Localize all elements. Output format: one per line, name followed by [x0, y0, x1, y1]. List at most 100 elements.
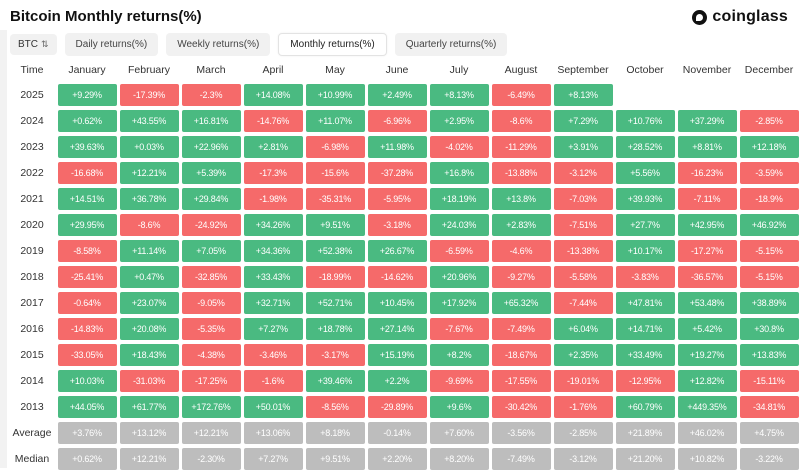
table-row-median: Median +0.62% +12.21% -2.30% +7.27% +9.51% +2.… [8, 446, 800, 472]
return-cell: +47.81% [615, 292, 675, 314]
return-cell: -17.27% [677, 240, 737, 262]
tab-quarterly[interactable]: Quarterly returns(%) [394, 33, 508, 56]
return-cell: +9.51% [305, 448, 365, 470]
return-cell: +21.20% [615, 448, 675, 470]
return-cell: +449.35% [677, 396, 737, 418]
return-cell: -17.3% [243, 162, 303, 184]
return-cell: +3.91% [553, 136, 613, 158]
return-cell: -9.27% [491, 266, 551, 288]
return-cell: -37.28% [367, 162, 427, 184]
row-label: 2015 [20, 349, 44, 361]
return-cell: +6.04% [553, 318, 613, 340]
return-cell: +8.13% [553, 84, 613, 106]
return-cell: -4.6% [491, 240, 551, 262]
return-cell: -0.64% [57, 292, 117, 314]
return-cell: +65.32% [491, 292, 551, 314]
return-cell: -31.03% [119, 370, 179, 392]
table-row-2015: 2015 -33.05% +18.43% -4.38% -3.46% -3.17% +15.… [8, 342, 800, 368]
return-cell: +10.82% [677, 448, 737, 470]
return-cell: -15.6% [305, 162, 365, 184]
return-cell: -17.55% [491, 370, 551, 392]
return-cell: -11.29% [491, 136, 551, 158]
return-cell: -6.98% [305, 136, 365, 158]
return-cell: +8.2% [429, 344, 489, 366]
return-cell: -6.96% [367, 110, 427, 132]
coin-selector-button[interactable]: BTC ⇅ [10, 34, 57, 55]
table-header-row: Time January February March April May June July… [8, 58, 800, 82]
return-cell: +52.71% [305, 292, 365, 314]
table-row-2017: 2017 -0.64% +23.07% -9.05% +32.71% +52.71% +10… [8, 290, 800, 316]
return-cell: -7.11% [677, 188, 737, 210]
return-cell: +19.27% [677, 344, 737, 366]
return-cell: -7.44% [553, 292, 613, 314]
row-label: Median [14, 453, 50, 465]
table-row-2020: 2020 +29.95% -8.6% -24.92% +34.26% +9.51% -3.1… [8, 212, 800, 238]
return-cell: -13.38% [553, 240, 613, 262]
return-cell: +34.36% [243, 240, 303, 262]
return-cell: -3.56% [491, 422, 551, 444]
return-cell: +33.49% [615, 344, 675, 366]
row-label: 2024 [20, 115, 44, 127]
return-cell: -8.58% [57, 240, 117, 262]
row-label: 2020 [20, 219, 44, 231]
return-cell: +38.89% [739, 292, 799, 314]
return-cell: +13.83% [739, 344, 799, 366]
return-cell: +39.63% [57, 136, 117, 158]
page-header: Bitcoin Monthly returns(%) coinglass [0, 0, 800, 26]
return-cell: +0.47% [119, 266, 179, 288]
return-cell: -18.99% [305, 266, 365, 288]
return-cell: -12.95% [615, 370, 675, 392]
page-left-gutter [0, 30, 7, 468]
return-cell: +2.49% [367, 84, 427, 106]
return-cell: +15.19% [367, 344, 427, 366]
return-cell: -3.59% [739, 162, 799, 184]
return-cell: -8.6% [491, 110, 551, 132]
return-cell: +33.43% [243, 266, 303, 288]
column-header-month: March [196, 64, 226, 76]
table-row-2014: 2014 +10.03% -31.03% -17.25% -1.6% +39.46% +2.… [8, 368, 800, 394]
return-cell: -5.35% [181, 318, 241, 340]
return-cell: -1.98% [243, 188, 303, 210]
return-cell: +27.7% [615, 214, 675, 236]
return-cell: +7.27% [243, 448, 303, 470]
tab-daily[interactable]: Daily returns(%) [64, 33, 159, 56]
return-cell: -36.57% [677, 266, 737, 288]
coin-selector-label: BTC [18, 39, 38, 50]
return-cell: +18.43% [119, 344, 179, 366]
return-cell: +5.39% [181, 162, 241, 184]
return-cell: +5.42% [677, 318, 737, 340]
return-cell: +60.79% [615, 396, 675, 418]
return-cell: -3.18% [367, 214, 427, 236]
return-cell: -2.30% [181, 448, 241, 470]
return-cell: +30.8% [739, 318, 799, 340]
row-label: 2023 [20, 141, 44, 153]
return-cell: +13.12% [119, 422, 179, 444]
return-cell: +10.76% [615, 110, 675, 132]
return-cell: +14.71% [615, 318, 675, 340]
return-cell: +12.82% [677, 370, 737, 392]
return-cell: -15.11% [739, 370, 799, 392]
column-header-month: February [127, 64, 170, 76]
return-cell: -18.9% [739, 188, 799, 210]
return-cell: -6.49% [491, 84, 551, 106]
return-cell: -35.31% [305, 188, 365, 210]
return-cell: +12.21% [119, 162, 179, 184]
page-title: Bitcoin Monthly returns(%) [10, 8, 202, 25]
column-header-month: October [626, 64, 664, 76]
tab-monthly[interactable]: Monthly returns(%) [278, 33, 387, 56]
return-cell: +46.02% [677, 422, 737, 444]
return-cell: +18.78% [305, 318, 365, 340]
swap-vertical-icon: ⇅ [41, 39, 49, 49]
tab-weekly[interactable]: Weekly returns(%) [166, 33, 271, 56]
return-cell: -25.41% [57, 266, 117, 288]
row-label: 2022 [20, 167, 44, 179]
return-cell: +26.67% [367, 240, 427, 262]
column-header-time: Time [20, 64, 44, 76]
return-cell: -5.95% [367, 188, 427, 210]
table-row-2018: 2018 -25.41% +0.47% -32.85% +33.43% -18.99% -1… [8, 264, 800, 290]
return-cell: +18.19% [429, 188, 489, 210]
row-label: 2017 [20, 297, 44, 309]
return-cell [740, 84, 799, 106]
return-cell: +2.20% [367, 448, 427, 470]
return-cell: +22.96% [181, 136, 241, 158]
